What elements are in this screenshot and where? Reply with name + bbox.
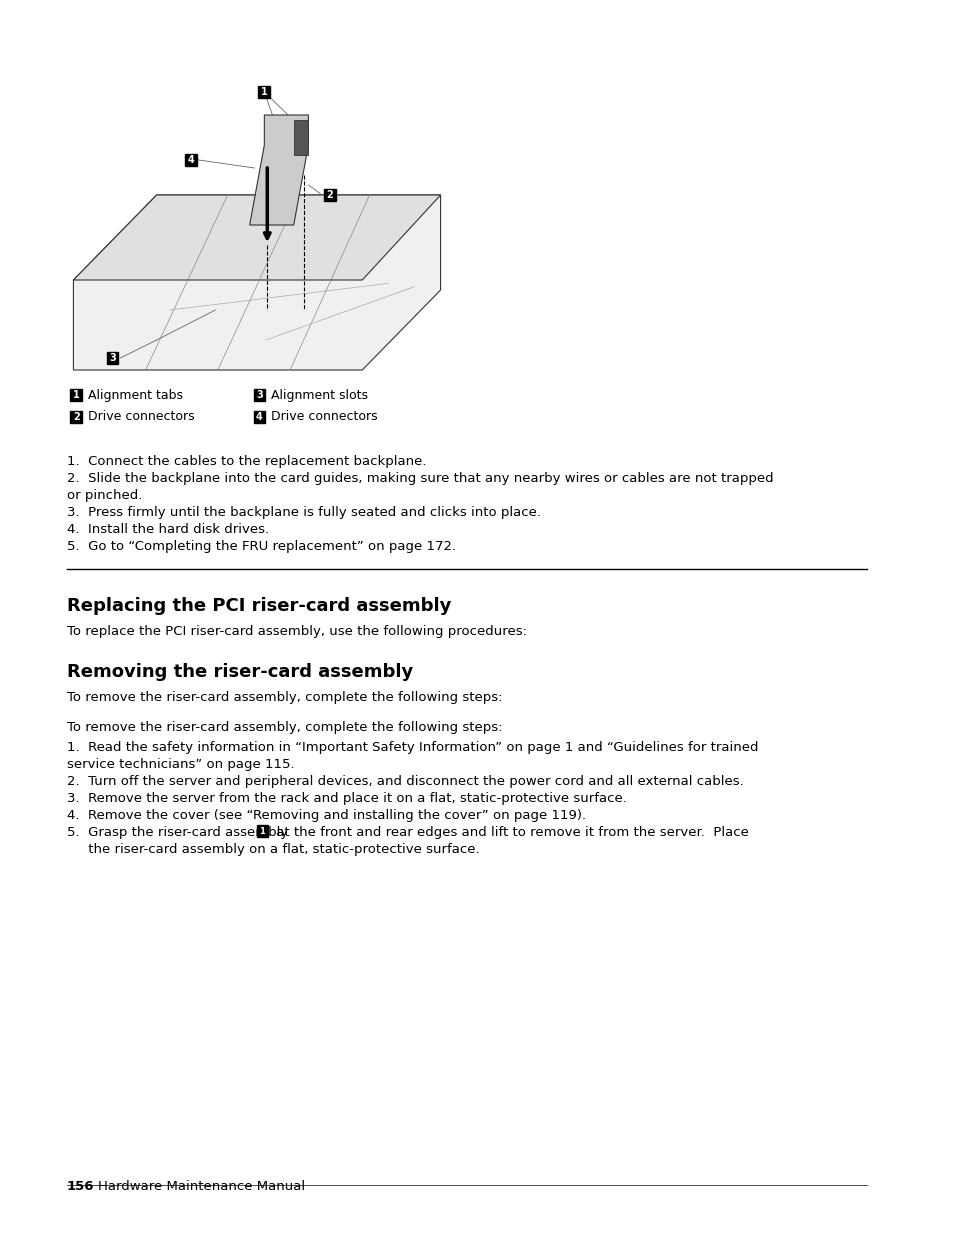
Text: 5.  Grasp the riser-card assembly: 5. Grasp the riser-card assembly [67,826,292,839]
Text: the riser-card assembly on a flat, static-protective surface.: the riser-card assembly on a flat, stati… [67,844,478,856]
Text: 5.  Go to “Completing the FRU replacement” on page 172.: 5. Go to “Completing the FRU replacement… [67,540,456,553]
Text: Drive connectors: Drive connectors [88,410,194,424]
FancyBboxPatch shape [71,411,82,424]
Polygon shape [73,195,440,280]
Text: 4: 4 [188,156,194,165]
Text: or pinched.: or pinched. [67,489,142,501]
Text: 2.  Slide the backplane into the card guides, making sure that any nearby wires : 2. Slide the backplane into the card gui… [67,472,772,485]
Text: 3: 3 [109,353,116,363]
FancyBboxPatch shape [324,189,335,201]
Text: 1: 1 [73,390,80,400]
FancyBboxPatch shape [258,86,270,98]
Text: 3.  Press firmly until the backplane is fully seated and clicks into place.: 3. Press firmly until the backplane is f… [67,506,540,519]
Text: Alignment slots: Alignment slots [271,389,368,401]
Text: 1.  Connect the cables to the replacement backplane.: 1. Connect the cables to the replacement… [67,454,426,468]
Text: To remove the riser-card assembly, complete the following steps:: To remove the riser-card assembly, compl… [67,721,501,734]
Text: 2.  Turn off the server and peripheral devices, and disconnect the power cord an: 2. Turn off the server and peripheral de… [67,776,742,788]
FancyBboxPatch shape [107,352,118,364]
Text: 1: 1 [259,826,265,836]
Text: Hardware Maintenance Manual: Hardware Maintenance Manual [98,1179,305,1193]
FancyBboxPatch shape [253,411,265,424]
Text: 2: 2 [326,190,333,200]
Text: 3.  Remove the server from the rack and place it on a flat, static-protective su: 3. Remove the server from the rack and p… [67,792,626,805]
FancyBboxPatch shape [185,154,196,165]
Text: 1.  Read the safety information in “Important Safety Information” on page 1 and : 1. Read the safety information in “Impor… [67,741,758,755]
Text: Removing the riser-card assembly: Removing the riser-card assembly [67,663,413,680]
Text: at the front and rear edges and lift to remove it from the server.  Place: at the front and rear edges and lift to … [272,826,748,839]
Text: 2: 2 [73,412,80,422]
FancyBboxPatch shape [71,389,82,401]
Text: 4.  Remove the cover (see “Removing and installing the cover” on page 119).: 4. Remove the cover (see “Removing and i… [67,809,585,823]
Text: 4: 4 [255,412,262,422]
Text: 156: 156 [67,1179,94,1193]
Text: 4.  Install the hard disk drives.: 4. Install the hard disk drives. [67,522,269,536]
Polygon shape [294,120,308,156]
Text: Alignment tabs: Alignment tabs [88,389,183,401]
Text: Replacing the PCI riser-card assembly: Replacing the PCI riser-card assembly [67,597,451,615]
FancyBboxPatch shape [256,825,268,837]
Text: To replace the PCI riser-card assembly, use the following procedures:: To replace the PCI riser-card assembly, … [67,625,526,638]
Text: 3: 3 [255,390,262,400]
Text: Drive connectors: Drive connectors [271,410,377,424]
Polygon shape [250,115,308,225]
FancyBboxPatch shape [253,389,265,401]
Text: 1: 1 [261,86,268,98]
Text: service technicians” on page 115.: service technicians” on page 115. [67,758,294,771]
Text: To remove the riser-card assembly, complete the following steps:: To remove the riser-card assembly, compl… [67,692,501,704]
Polygon shape [73,195,440,370]
